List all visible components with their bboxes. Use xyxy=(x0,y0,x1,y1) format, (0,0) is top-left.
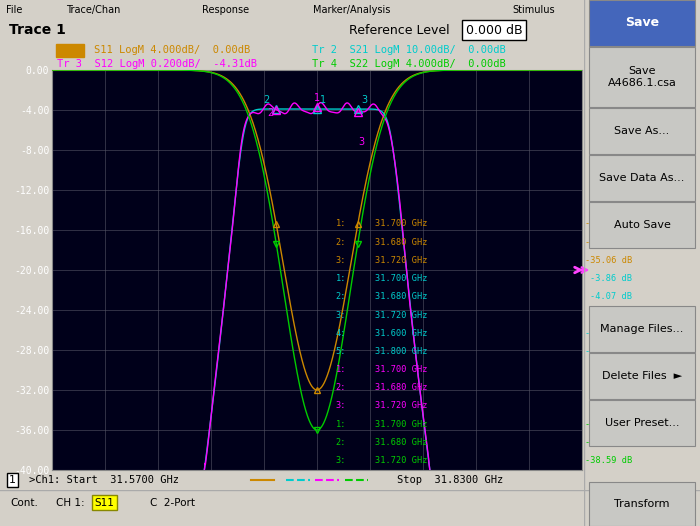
Text: 1: 1 xyxy=(314,93,320,103)
Text: Save Data As...: Save Data As... xyxy=(599,173,685,183)
Text: >Ch1: Start  31.5700 GHz: >Ch1: Start 31.5700 GHz xyxy=(29,475,179,485)
Text: 31.700 GHz: 31.700 GHz xyxy=(375,274,428,283)
Text: 5:: 5: xyxy=(335,347,346,356)
Text: 31.720 GHz: 31.720 GHz xyxy=(375,456,428,465)
Text: -4.07 dB: -4.07 dB xyxy=(590,292,632,301)
FancyBboxPatch shape xyxy=(589,108,695,154)
Text: -3.98 dB: -3.98 dB xyxy=(590,401,632,410)
Text: -30.68 dB: -30.68 dB xyxy=(585,238,632,247)
FancyBboxPatch shape xyxy=(589,400,695,446)
Text: -3.84 dB: -3.84 dB xyxy=(590,365,632,374)
Text: 1: 1 xyxy=(320,95,326,105)
Text: 31.680 GHz: 31.680 GHz xyxy=(375,383,428,392)
Text: Stop  31.8300 GHz: Stop 31.8300 GHz xyxy=(397,475,503,485)
Text: Tr 3  S12 LogM 0.200dB/  -4.31dB: Tr 3 S12 LogM 0.200dB/ -4.31dB xyxy=(57,59,258,69)
Text: Trace/Chan: Trace/Chan xyxy=(66,5,120,15)
Text: 31.720 GHz: 31.720 GHz xyxy=(375,401,428,410)
Text: 31.800 GHz: 31.800 GHz xyxy=(375,347,428,356)
Text: -31.65 dB: -31.65 dB xyxy=(585,219,632,228)
Text: Trace 1: Trace 1 xyxy=(8,23,66,37)
Text: Utility: Utility xyxy=(624,5,652,15)
Text: 1:: 1: xyxy=(335,420,346,429)
Text: 3:: 3: xyxy=(335,401,346,410)
Text: -4.11 dB: -4.11 dB xyxy=(590,383,632,392)
Text: 31.680 GHz: 31.680 GHz xyxy=(375,238,428,247)
Text: Stimulus: Stimulus xyxy=(512,5,555,15)
Text: Save: Save xyxy=(625,16,659,29)
Text: S11: S11 xyxy=(94,498,114,508)
Text: 3:: 3: xyxy=(335,256,346,265)
Text: 31.720 GHz: 31.720 GHz xyxy=(375,310,428,319)
FancyBboxPatch shape xyxy=(589,202,695,248)
Text: 31.680 GHz: 31.680 GHz xyxy=(375,438,428,447)
Text: User Preset...: User Preset... xyxy=(605,418,679,428)
FancyBboxPatch shape xyxy=(589,155,695,201)
Text: 1:: 1: xyxy=(335,219,346,228)
Text: 1: 1 xyxy=(9,475,16,485)
Text: Delete Files  ►: Delete Files ► xyxy=(602,371,682,381)
Text: Cont.: Cont. xyxy=(10,498,38,508)
Text: C  2-Port: C 2-Port xyxy=(150,498,195,508)
Text: -28.07 dB: -28.07 dB xyxy=(585,347,632,356)
Text: 31.720 GHz: 31.720 GHz xyxy=(375,256,428,265)
Text: 31.700 GHz: 31.700 GHz xyxy=(375,420,428,429)
FancyBboxPatch shape xyxy=(589,47,695,107)
Text: 31.600 GHz: 31.600 GHz xyxy=(375,329,428,338)
Text: 2:: 2: xyxy=(335,292,346,301)
Text: 3: 3 xyxy=(360,95,367,105)
Text: Marker/Analysis: Marker/Analysis xyxy=(313,5,390,15)
Text: Response: Response xyxy=(202,5,249,15)
Text: 0.000 dB: 0.000 dB xyxy=(466,24,522,36)
Text: Manage Files...: Manage Files... xyxy=(601,324,684,334)
Text: 3: 3 xyxy=(359,137,365,147)
Text: CH 1:: CH 1: xyxy=(56,498,85,508)
Text: 1:: 1: xyxy=(335,365,346,374)
Text: -3.86 dB: -3.86 dB xyxy=(590,274,632,283)
Text: Reference Level: Reference Level xyxy=(349,24,450,36)
Text: -35.17 dB: -35.17 dB xyxy=(585,438,632,447)
Text: 2: 2 xyxy=(263,95,270,105)
Text: 31.700 GHz: 31.700 GHz xyxy=(375,365,428,374)
Text: LCL: LCL xyxy=(616,498,635,508)
FancyBboxPatch shape xyxy=(589,482,695,526)
Text: -3.99 dB: -3.99 dB xyxy=(590,310,632,319)
Text: 2:: 2: xyxy=(335,238,346,247)
Text: 2: 2 xyxy=(267,108,273,118)
Text: 2:: 2: xyxy=(335,383,346,392)
Text: File: File xyxy=(6,5,22,15)
Text: Tr 2  S21 LogM 10.00dB/  0.00dB: Tr 2 S21 LogM 10.00dB/ 0.00dB xyxy=(312,45,505,55)
FancyBboxPatch shape xyxy=(589,0,695,46)
Text: -35.06 dB: -35.06 dB xyxy=(585,256,632,265)
Text: Tr 1: Tr 1 xyxy=(57,45,83,55)
Text: S11 LogM 4.000dB/  0.00dB: S11 LogM 4.000dB/ 0.00dB xyxy=(94,45,251,55)
Text: -33.09 dB: -33.09 dB xyxy=(585,420,632,429)
FancyBboxPatch shape xyxy=(589,353,695,399)
Text: 2:: 2: xyxy=(335,438,346,447)
Text: 31.700 GHz: 31.700 GHz xyxy=(375,219,428,228)
Text: Save As...: Save As... xyxy=(615,126,670,136)
Text: -27.13 dB: -27.13 dB xyxy=(585,329,632,338)
Text: 3:: 3: xyxy=(335,310,346,319)
Text: 1:: 1: xyxy=(335,274,346,283)
Text: Tr 4  S22 LogM 4.000dB/  0.00dB: Tr 4 S22 LogM 4.000dB/ 0.00dB xyxy=(312,59,505,69)
Text: Auto Save: Auto Save xyxy=(614,220,671,230)
Text: -38.59 dB: -38.59 dB xyxy=(585,456,632,465)
Text: 4:: 4: xyxy=(335,329,346,338)
Text: Save
A4686.1.csa: Save A4686.1.csa xyxy=(608,66,676,88)
Text: 31.680 GHz: 31.680 GHz xyxy=(375,292,428,301)
Text: 3:: 3: xyxy=(335,456,346,465)
FancyBboxPatch shape xyxy=(589,306,695,352)
Text: Transform: Transform xyxy=(615,499,670,509)
